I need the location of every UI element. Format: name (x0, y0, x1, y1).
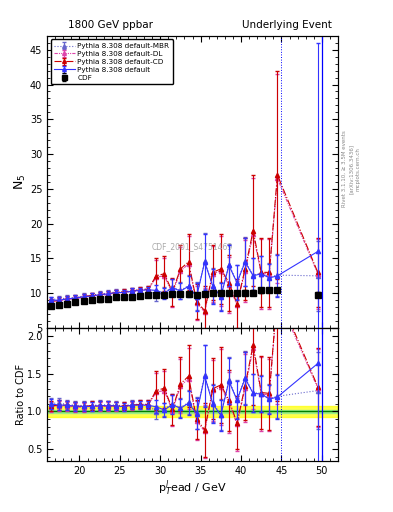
Y-axis label: Ratio to CDF: Ratio to CDF (16, 364, 26, 425)
X-axis label: p$_T^l$ead / GeV: p$_T^l$ead / GeV (158, 478, 227, 498)
Text: Underlying Event: Underlying Event (242, 20, 332, 30)
Legend: Pythia 8.308 default-MBR, Pythia 8.308 default-DL, Pythia 8.308 default-CD, Pyth: Pythia 8.308 default-MBR, Pythia 8.308 d… (51, 39, 173, 84)
Text: Rivet 3.1.10, ≥ 3.5M events: Rivet 3.1.10, ≥ 3.5M events (342, 131, 346, 207)
Text: mcplots.cern.ch: mcplots.cern.ch (356, 147, 361, 191)
Bar (47, 410, 338, 413)
Text: 1800 GeV ppbar: 1800 GeV ppbar (68, 20, 152, 30)
Text: [arXiv:1306.3436]: [arXiv:1306.3436] (349, 144, 354, 194)
Y-axis label: N$_5$: N$_5$ (13, 174, 28, 190)
Text: CDF_2001_S4751469: CDF_2001_S4751469 (152, 242, 233, 251)
Bar (47, 406, 338, 417)
